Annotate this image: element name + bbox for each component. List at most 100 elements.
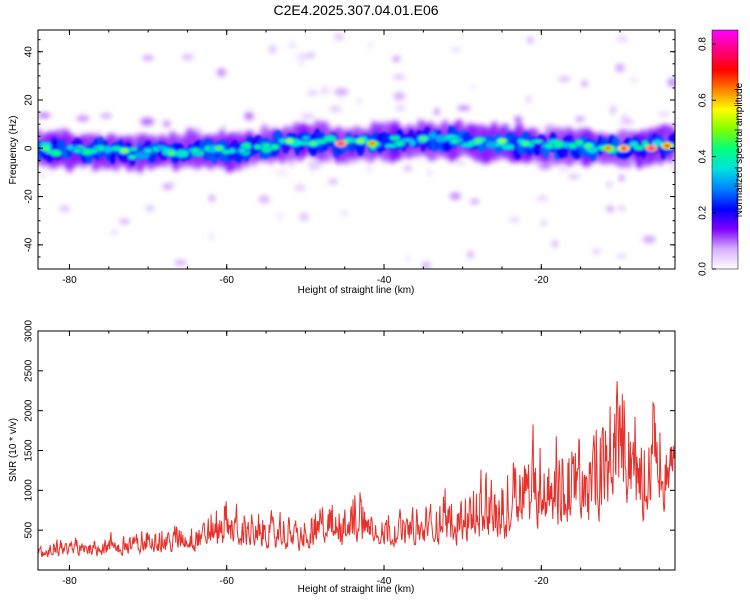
spectrogram-band-blob (633, 145, 645, 150)
spectrogram-peak-core (168, 151, 176, 156)
spectrogram-speckle (642, 236, 656, 243)
spectrogram-speckle (288, 42, 297, 48)
figure-title: C2E4.2025.307.04.01.E06 (273, 2, 438, 18)
spectrogram-band-blob (253, 144, 262, 149)
spectrogram-speckle (540, 219, 547, 227)
spectrogram-speckle (307, 161, 322, 170)
colorbar-tick-label: 0.4 (698, 149, 709, 163)
spectrogram-band-blob (127, 155, 137, 160)
spectrogram-speckle (277, 212, 283, 221)
y-tick-label: 3000 (24, 319, 35, 342)
spectrogram-speckle (606, 206, 615, 212)
spectrogram-speckle (611, 105, 616, 115)
spectrogram-speckle (109, 230, 119, 235)
spectrogram-speckle (667, 78, 675, 87)
spectrogram-band-blob (629, 141, 639, 148)
y-tick-label: 1000 (24, 479, 35, 502)
spectrogram-band-blob (175, 149, 189, 158)
spectrogram-speckle (620, 119, 635, 124)
y-tick-label: -20 (24, 189, 35, 204)
spectrogram-peak-core (144, 148, 152, 153)
spectrogram-speckle (449, 192, 461, 200)
spectrogram-speckle (191, 127, 203, 133)
spectrogram-speckle (244, 112, 254, 121)
spectrogram-speckle (208, 233, 214, 240)
spectrogram-speckle (525, 96, 532, 103)
spectrogram-peak-core (647, 146, 655, 151)
spectrogram-speckle (615, 63, 625, 73)
spectrogram-speckle (119, 219, 130, 224)
snr-y-label: SNR (10 * v/v) (8, 418, 19, 482)
spectrogram-speckle (405, 256, 411, 262)
spectrogram-speckle (536, 196, 548, 201)
spectrogram-peak-core (498, 139, 506, 144)
spectrogram-peak-core (262, 143, 270, 148)
spectrogram-speckle (294, 184, 306, 192)
spectrogram-speckle (552, 240, 558, 248)
spectrogram-band-blob (501, 144, 515, 151)
spectrogram-band-blob (228, 148, 236, 154)
spectrogram-panel: -80 -60 -40 -20 -40 -20 0 20 40 Height of straig… (8, 29, 676, 296)
spectrogram-band-blob (50, 149, 62, 157)
spectrogram-peak-core (286, 139, 294, 144)
x-tick-label: -20 (534, 576, 549, 587)
y-tick-label: 0 (24, 145, 35, 151)
spectrogram-speckle (471, 84, 476, 90)
x-tick-label: -80 (62, 275, 77, 286)
spectrogram-speckle (558, 76, 571, 82)
spectrogram-peak-core (73, 148, 81, 153)
spectrogram-peak-core (356, 139, 364, 144)
spectrogram-speckle (592, 248, 601, 254)
spectrogram-speckle (427, 170, 432, 176)
spectrogram-speckle (334, 88, 348, 96)
spectrogram-speckle (422, 261, 431, 269)
spectrogram-band-blob (155, 145, 167, 150)
spectrogram-speckle (299, 212, 309, 221)
spectrogram-peak-core (97, 146, 105, 151)
spectrogram-speckle (333, 33, 345, 40)
spectrogram-speckle (619, 175, 624, 181)
spectrogram-peak-core (522, 141, 530, 146)
spectrogram-speckle (617, 254, 626, 258)
spectrogram-band-blob (323, 135, 337, 142)
spectrogram-speckle (605, 180, 613, 188)
x-tick-label: -80 (62, 576, 77, 587)
spectrogram-band-blob (66, 145, 74, 151)
spectrogram-band-blob (129, 147, 138, 151)
spectrogram-speckle (59, 205, 70, 212)
spectrogram-core-layer (38, 125, 675, 167)
spectrogram-x-label: Height of straight line (km) (298, 285, 415, 296)
spectrogram-peak-core (584, 143, 592, 148)
spectrogram-peak-core (663, 143, 671, 148)
spectrogram-peak-core (569, 143, 577, 148)
spectrogram-speckle (434, 108, 439, 116)
spectrogram-speckle (619, 205, 625, 211)
spectrogram-speckle (457, 106, 471, 110)
spectrogram-speckle (658, 111, 671, 117)
spectrogram-speckle (329, 105, 342, 113)
spectrogram-speckle (575, 116, 585, 122)
spectrogram-speckle (581, 79, 588, 88)
spectrogram-peak-core (451, 139, 459, 144)
spectrogram-peak-core (42, 146, 50, 151)
snr-panel: -80 -60 -40 -20 500 1000 1500 2000 2500 3000 Heig… (8, 319, 676, 595)
x-tick-label: -20 (534, 275, 549, 286)
spectrogram-band-blob (652, 139, 663, 147)
spectrogram-frame (37, 29, 676, 270)
spectrogram-speckle (38, 113, 51, 118)
spectrogram-speckle (559, 166, 566, 172)
spectrogram-speckle (296, 54, 310, 59)
colorbar-label: Normalized spectral amplitude (734, 82, 745, 217)
spectrogram-peak-core (215, 146, 223, 151)
spectrogram-peak-core (604, 146, 612, 151)
snr-x-label: Height of straight line (km) (298, 584, 415, 595)
x-tick-label: -40 (377, 275, 392, 286)
spectrogram-speckle (100, 113, 113, 119)
y-tick-label: 500 (24, 521, 35, 538)
spectrogram-speckle (306, 90, 318, 96)
spectrogram-speckle (306, 53, 316, 58)
spectrogram-speckle (450, 47, 461, 52)
spectrogram-speckle (514, 116, 522, 123)
spectrogram-y-label: Frequency (Hz) (8, 116, 19, 185)
